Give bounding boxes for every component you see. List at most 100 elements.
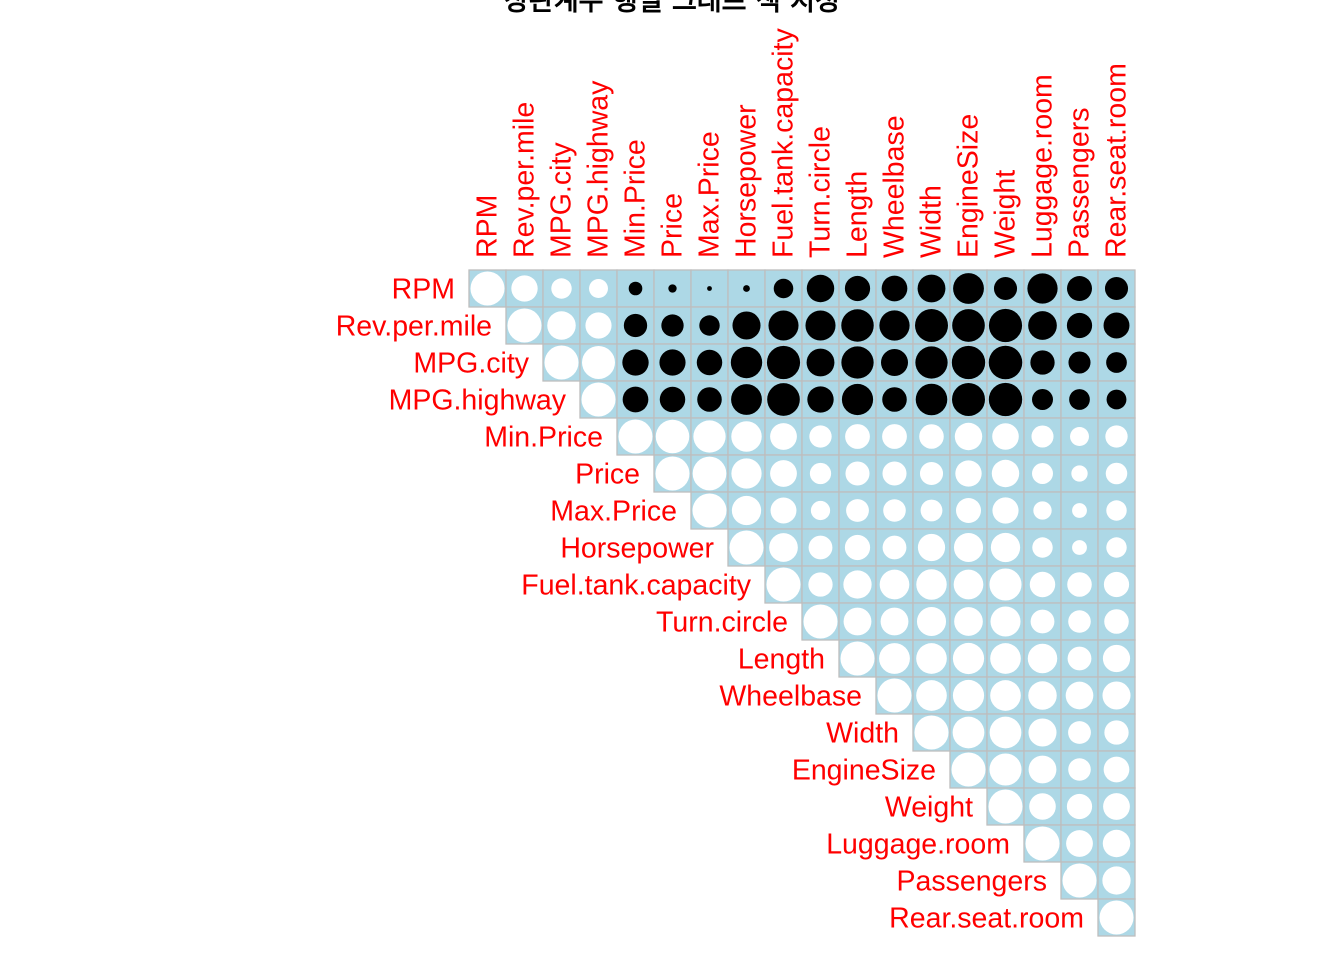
corr-circle-max-price-rear-seat-room — [1106, 500, 1127, 521]
corr-circle-mpg-highway-fuel-tank-capacity — [767, 383, 800, 416]
corr-circle-mpg-city-max-price — [696, 349, 723, 376]
corr-circle-rev-per-mile-price — [661, 314, 684, 337]
column-label-max-price: Max.Price — [694, 131, 726, 258]
corr-circle-mpg-highway-passengers — [1069, 389, 1090, 410]
corr-circle-mpg-city-mpg-city — [544, 345, 579, 380]
corr-circle-rpm-turn-circle — [806, 274, 835, 303]
corr-circle-length-wheelbase — [879, 643, 910, 674]
corr-circle-horsepower-wheelbase — [882, 535, 907, 560]
row-label-min-price: Min.Price — [484, 422, 603, 454]
corr-circle-price-passengers — [1071, 465, 1088, 482]
row-label-length: Length — [738, 644, 825, 676]
corr-circle-price-price — [655, 456, 690, 491]
corr-circle-turn-circle-wheelbase — [880, 607, 909, 636]
corr-circle-max-price-fuel-tank-capacity — [770, 497, 797, 524]
column-label-luggage-room: Luggage.room — [1027, 74, 1059, 258]
column-label-width: Width — [916, 185, 948, 258]
corr-circle-min-price-price — [655, 419, 690, 454]
corr-circle-weight-rear-seat-room — [1103, 793, 1130, 820]
corr-circle-mpg-city-horsepower — [730, 346, 763, 379]
corr-circle-mpg-city-length — [841, 346, 874, 379]
corr-circle-rev-per-mile-rear-seat-room — [1103, 312, 1130, 339]
corr-circle-max-price-width — [920, 499, 943, 522]
corr-circle-length-weight — [990, 643, 1021, 674]
column-label-mpg-city: MPG.city — [546, 142, 578, 258]
corr-circle-length-enginesize — [952, 642, 985, 675]
row-label-rear-seat-room: Rear.seat.room — [889, 903, 1084, 935]
corr-circle-horsepower-enginesize — [953, 532, 984, 563]
corr-circle-mpg-highway-width — [915, 383, 948, 416]
corr-circle-price-horsepower — [731, 458, 762, 489]
corr-circle-rev-per-mile-wheelbase — [879, 310, 910, 341]
row-label-width: Width — [826, 718, 899, 750]
row-label-horsepower: Horsepower — [560, 533, 714, 565]
corr-circle-min-price-wheelbase — [882, 424, 907, 449]
corr-circle-rpm-enginesize — [953, 273, 984, 304]
chart-title: 상관계수 행렬 그래프 색 지정 — [504, 0, 840, 17]
corr-circle-min-price-fuel-tank-capacity — [770, 423, 797, 450]
corr-circle-rpm-passengers — [1066, 275, 1093, 302]
corr-circle-price-length — [845, 461, 870, 486]
corr-circle-rpm-length — [844, 275, 871, 302]
column-label-mpg-highway: MPG.highway — [583, 80, 615, 258]
corr-circle-rev-per-mile-length — [841, 309, 874, 342]
corr-circle-rev-per-mile-width — [914, 308, 949, 343]
corr-circle-horsepower-horsepower — [729, 530, 764, 565]
corr-circle-enginesize-enginesize — [951, 752, 986, 787]
corr-circle-length-length — [840, 641, 875, 676]
column-label-fuel-tank-capacity: Fuel.tank.capacity — [768, 28, 800, 258]
corr-circle-turn-circle-weight — [990, 606, 1021, 637]
corr-circle-mpg-highway-mpg-highway — [581, 382, 616, 417]
corr-circle-rpm-fuel-tank-capacity — [773, 278, 794, 299]
corr-circle-price-weight — [991, 459, 1020, 488]
corr-circle-horsepower-turn-circle — [808, 535, 833, 560]
corr-circle-turn-circle-enginesize — [954, 607, 983, 636]
corr-circle-fuel-tank-capacity-length — [843, 570, 872, 599]
corr-circle-mpg-highway-horsepower — [731, 384, 762, 415]
corr-circle-fuel-tank-capacity-width — [916, 569, 947, 600]
row-label-fuel-tank-capacity: Fuel.tank.capacity — [521, 570, 751, 602]
corr-circle-min-price-enginesize — [954, 422, 983, 451]
corr-circle-enginesize-luggage-room — [1028, 755, 1057, 784]
corr-circle-width-passengers — [1068, 721, 1091, 744]
row-label-luggage-room: Luggage.room — [826, 829, 1010, 861]
row-label-enginesize: EngineSize — [792, 755, 936, 787]
corr-circle-wheelbase-weight — [990, 680, 1021, 711]
column-label-turn-circle: Turn.circle — [805, 126, 837, 258]
corr-circle-max-price-enginesize — [955, 497, 982, 524]
corr-circle-mpg-highway-max-price — [697, 387, 722, 412]
corr-circle-max-price-weight — [992, 497, 1019, 524]
corr-circle-rear-seat-room-rear-seat-room — [1099, 900, 1134, 935]
row-label-rpm: RPM — [392, 274, 455, 306]
corr-circle-mpg-city-width — [915, 346, 948, 379]
corr-circle-turn-circle-width — [916, 606, 947, 637]
corr-circle-horsepower-weight — [990, 532, 1021, 563]
corr-circle-max-price-wheelbase — [883, 499, 906, 522]
cell-rpm-horsepower — [727, 269, 766, 308]
corr-circle-rpm-max-price — [707, 286, 712, 291]
corr-circle-rpm-mpg-city — [551, 278, 572, 299]
corr-circle-fuel-tank-capacity-enginesize — [953, 569, 984, 600]
corr-circle-mpg-highway-rear-seat-room — [1106, 389, 1127, 410]
row-label-max-price: Max.Price — [550, 496, 677, 528]
corr-circle-luggage-room-passengers — [1066, 830, 1093, 857]
corr-circle-width-luggage-room — [1028, 718, 1057, 747]
corr-circle-rev-per-mile-weight — [988, 308, 1023, 343]
row-label-mpg-highway: MPG.highway — [389, 385, 567, 417]
corr-circle-max-price-turn-circle — [810, 500, 831, 521]
row-labels: RPM Rev.per.mile MPG.city MPG.highway Min.Pr… — [336, 274, 1084, 935]
circles-layer — [470, 271, 1134, 935]
column-label-rev-per-mile: Rev.per.mile — [509, 102, 541, 258]
corr-circle-fuel-tank-capacity-rear-seat-room — [1103, 571, 1130, 598]
corr-circle-price-rear-seat-room — [1105, 462, 1128, 485]
corr-circle-mpg-highway-luggage-room — [1032, 389, 1053, 410]
column-label-enginesize: EngineSize — [953, 114, 985, 258]
corr-circle-rpm-mpg-highway — [589, 279, 608, 298]
corr-circle-price-fuel-tank-capacity — [770, 460, 797, 487]
corr-circle-max-price-passengers — [1072, 503, 1087, 518]
corr-circle-turn-circle-turn-circle — [803, 604, 838, 639]
corr-circle-horsepower-fuel-tank-capacity — [769, 533, 798, 562]
corr-circle-horsepower-rear-seat-room — [1106, 537, 1127, 558]
corr-circle-rev-per-mile-turn-circle — [805, 310, 836, 341]
row-label-passengers: Passengers — [896, 866, 1047, 898]
